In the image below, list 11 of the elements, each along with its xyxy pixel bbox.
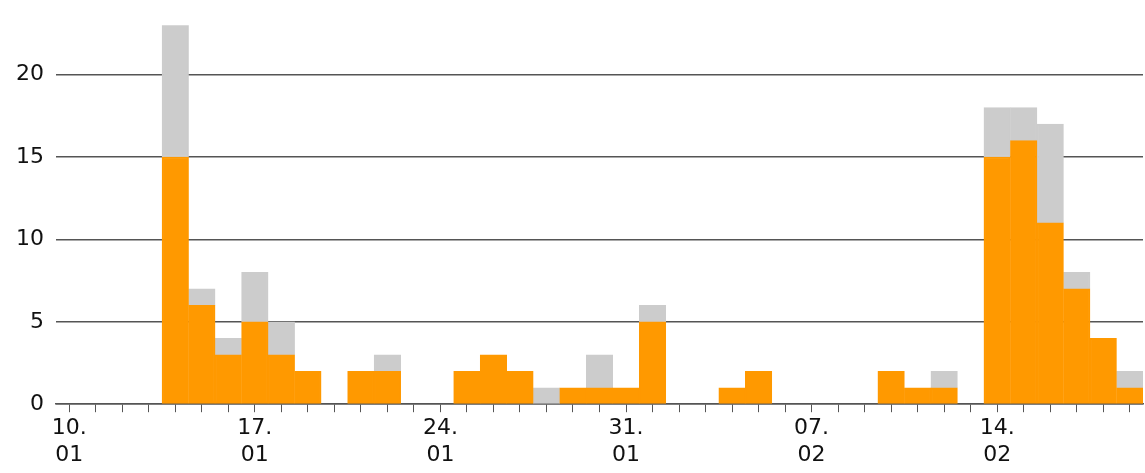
y-tick-label: 5 bbox=[29, 307, 44, 333]
x-tick-label: 24. 01 bbox=[422, 414, 458, 466]
x-tick-label: 07. 02 bbox=[794, 414, 830, 466]
y-tick-label: 0 bbox=[29, 389, 44, 415]
x-tick-label: 14. 02 bbox=[979, 414, 1015, 466]
y-tick-label: 10 bbox=[15, 225, 44, 251]
x-tick-label: 17. 01 bbox=[237, 414, 273, 466]
x-tick-label: 31. 01 bbox=[608, 414, 644, 466]
y-tick-label: 15 bbox=[15, 142, 44, 168]
x-tick-label: 10. 01 bbox=[51, 414, 87, 466]
y-tick-label: 20 bbox=[15, 60, 44, 86]
